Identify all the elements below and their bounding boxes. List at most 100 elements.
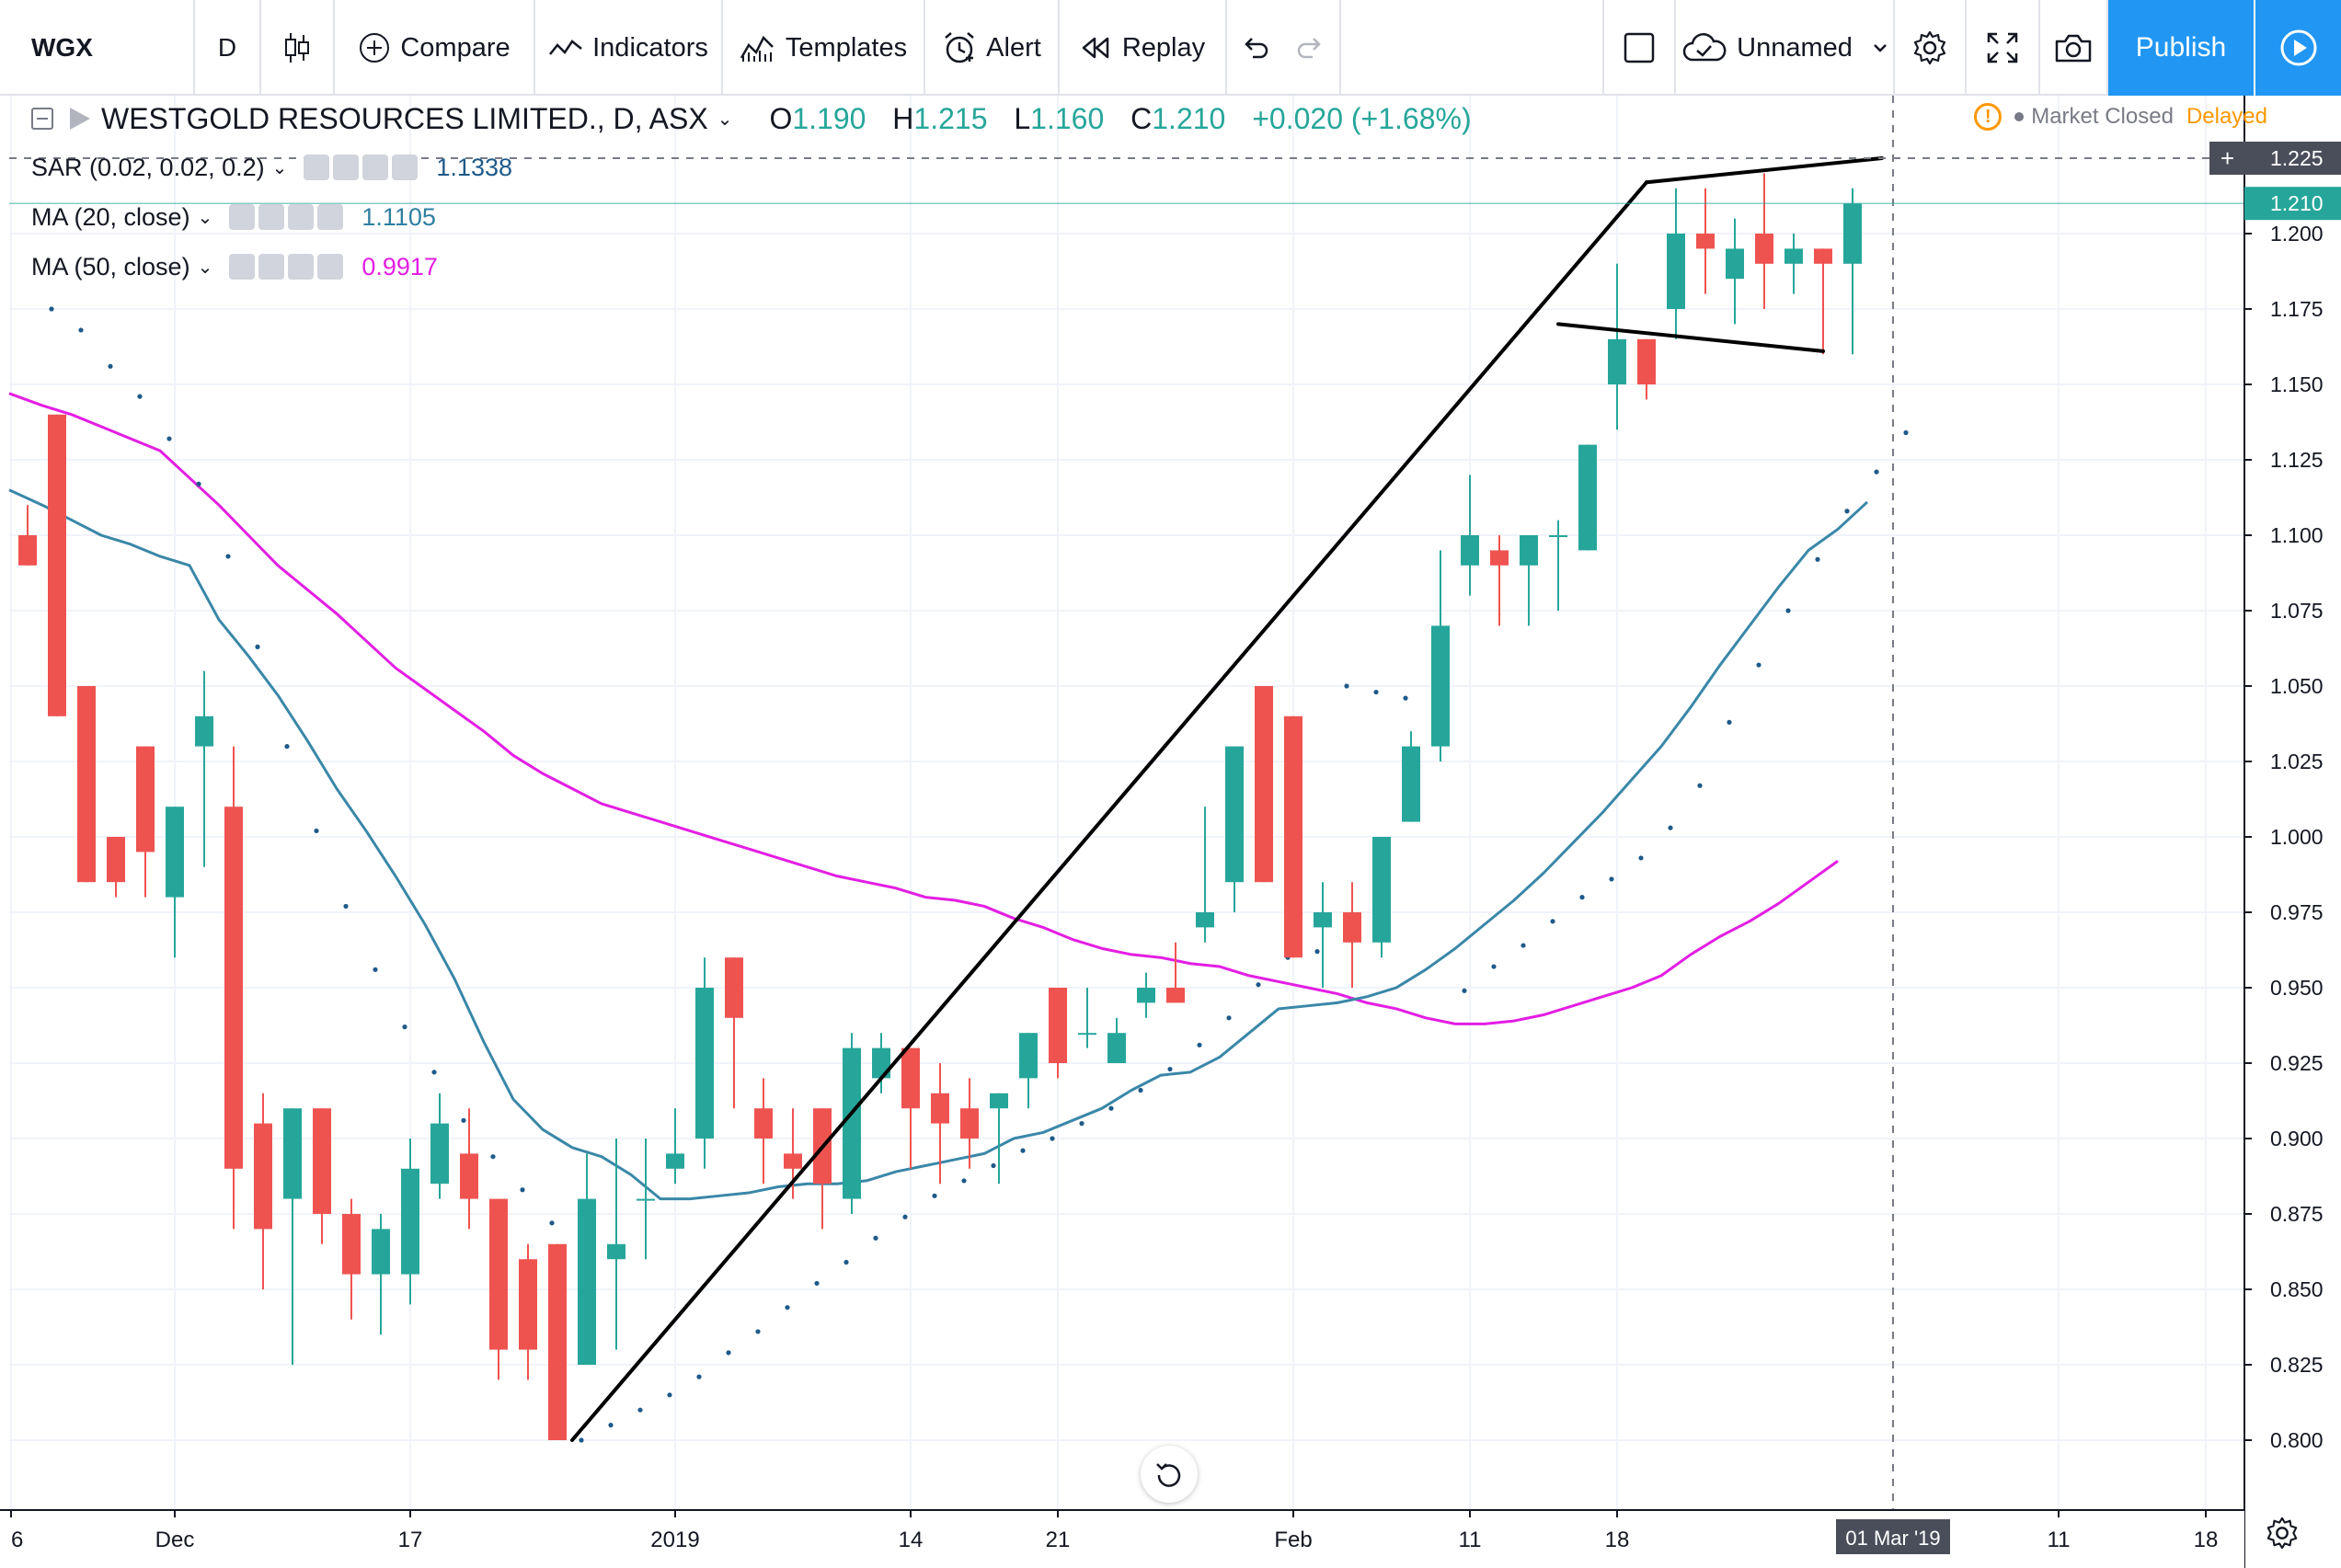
symbol-search-button[interactable]: WGX <box>0 0 195 96</box>
market-status: ! Market Closed Delayed <box>1974 103 2267 131</box>
sar-point <box>431 1070 437 1075</box>
candle-body <box>1255 686 1273 883</box>
chart-grid <box>9 96 2244 1510</box>
price-tick-label: 1.150 <box>2270 372 2324 396</box>
candle <box>489 1198 508 1380</box>
sar-point <box>490 1154 496 1160</box>
sar-point <box>1815 556 1820 562</box>
trend-line <box>1645 156 1884 185</box>
sar-point <box>1403 695 1408 701</box>
sar-point <box>137 394 143 399</box>
interval-button[interactable]: D <box>195 0 261 96</box>
candle-body <box>519 1259 537 1350</box>
candle <box>931 1063 949 1185</box>
sar-point <box>1874 469 1879 475</box>
templates-button[interactable]: Templates <box>723 0 925 96</box>
candle <box>166 807 184 958</box>
candle-body <box>607 1243 625 1260</box>
candle <box>1549 520 1567 611</box>
warning-icon[interactable]: ! <box>1974 103 2002 131</box>
play-circle-icon <box>2280 29 2316 66</box>
sar-point <box>843 1259 849 1265</box>
candle <box>1461 475 1479 596</box>
sar-point <box>520 1187 525 1193</box>
chart-style-button[interactable] <box>261 0 335 96</box>
last-price-label: 1.210 <box>2270 191 2324 215</box>
replay-label: Replay <box>1121 32 1206 63</box>
indicators-button[interactable]: Indicators <box>535 0 723 96</box>
sar-point <box>1256 982 1261 988</box>
time-tick-label: 14 <box>899 1528 924 1552</box>
trendline-drawings[interactable] <box>570 156 1884 1442</box>
candle-body <box>1019 1033 1038 1079</box>
candle <box>372 1214 390 1335</box>
price-tick-label: 0.875 <box>2270 1202 2324 1226</box>
candle-body <box>430 1123 449 1185</box>
candle <box>1431 550 1450 761</box>
candle <box>1255 686 1273 883</box>
compare-button[interactable]: Compare <box>335 0 535 96</box>
snapshot-button[interactable] <box>2040 0 2108 96</box>
sar-point <box>1697 783 1703 788</box>
reset-chart-button[interactable] <box>1141 1446 1198 1503</box>
sar-point <box>873 1235 878 1241</box>
camera-icon <box>2055 34 2092 63</box>
save-layout-button[interactable]: Unnamed <box>1676 0 1895 96</box>
sar-point <box>402 1024 407 1030</box>
time-tick-label: 17 <box>398 1528 423 1552</box>
chevron-down-icon <box>1873 44 1887 52</box>
candle-body <box>460 1153 478 1199</box>
chart-canvas[interactable]: 1.200 1.175 1.150 1.125 1.100 1.075 1.050 1.025… <box>0 96 2341 1568</box>
candle-body <box>1549 535 1567 537</box>
candle <box>401 1139 419 1305</box>
candle <box>637 1139 655 1260</box>
candle-body <box>342 1214 361 1275</box>
price-axis[interactable]: 1.200 1.175 1.150 1.125 1.100 1.075 1.050 1.025… <box>2209 96 2341 1568</box>
candle-body <box>1431 625 1450 747</box>
reset-icon <box>1156 1463 1181 1487</box>
candle <box>77 686 96 883</box>
sar-point <box>255 644 260 649</box>
sar-point <box>696 1374 702 1379</box>
alarm-clock-icon <box>945 32 974 63</box>
alert-button[interactable]: Alert <box>925 0 1060 96</box>
templates-icon <box>740 35 774 62</box>
layout-name-label: Unnamed <box>1737 32 1853 63</box>
sar-point <box>1373 689 1379 695</box>
sar-point <box>1050 1136 1055 1141</box>
publish-button[interactable]: Publish <box>2108 0 2255 96</box>
candle <box>283 1108 302 1365</box>
price-tick-label: 1.050 <box>2270 674 2324 698</box>
fullscreen-button[interactable] <box>1967 0 2040 96</box>
candle <box>990 1093 1008 1185</box>
chart-settings-gear-icon[interactable] <box>2265 1516 2300 1551</box>
replay-button[interactable]: Replay <box>1060 0 1227 96</box>
select-layout-button[interactable] <box>1602 0 1676 96</box>
redo-button[interactable] <box>1282 0 1341 96</box>
time-tick-label: 11 <box>2048 1528 2071 1552</box>
last-price-badge <box>2244 187 2341 221</box>
candle-body <box>1520 535 1538 566</box>
candle-body <box>1078 1033 1096 1036</box>
time-tick-label: 11 <box>1459 1528 1482 1552</box>
candle-body <box>136 746 155 853</box>
candle <box>1166 942 1185 1003</box>
delayed-label[interactable]: Delayed <box>2186 104 2267 129</box>
undo-button[interactable] <box>1227 0 1282 96</box>
candle-body <box>489 1198 508 1350</box>
sar-point <box>1020 1148 1026 1153</box>
ideas-stream-button[interactable] <box>2255 0 2341 96</box>
status-dot <box>2014 112 2025 121</box>
candle-body <box>1137 988 1155 1003</box>
price-tick-label: 1.200 <box>2270 222 2324 246</box>
candle <box>607 1139 625 1350</box>
crosshair-price-badge <box>2209 142 2341 175</box>
candle-body <box>1314 912 1332 928</box>
time-axis[interactable]: 6 Dec 17 2019 14 21 Feb 11 18 11 18 01 Mar '19 <box>0 1509 2244 1568</box>
sar-point <box>667 1392 672 1398</box>
candle <box>1343 882 1361 988</box>
settings-button[interactable] <box>1895 0 1967 96</box>
candle-body <box>107 837 125 883</box>
candle-body <box>1372 837 1391 943</box>
candle-body <box>1166 988 1185 1003</box>
